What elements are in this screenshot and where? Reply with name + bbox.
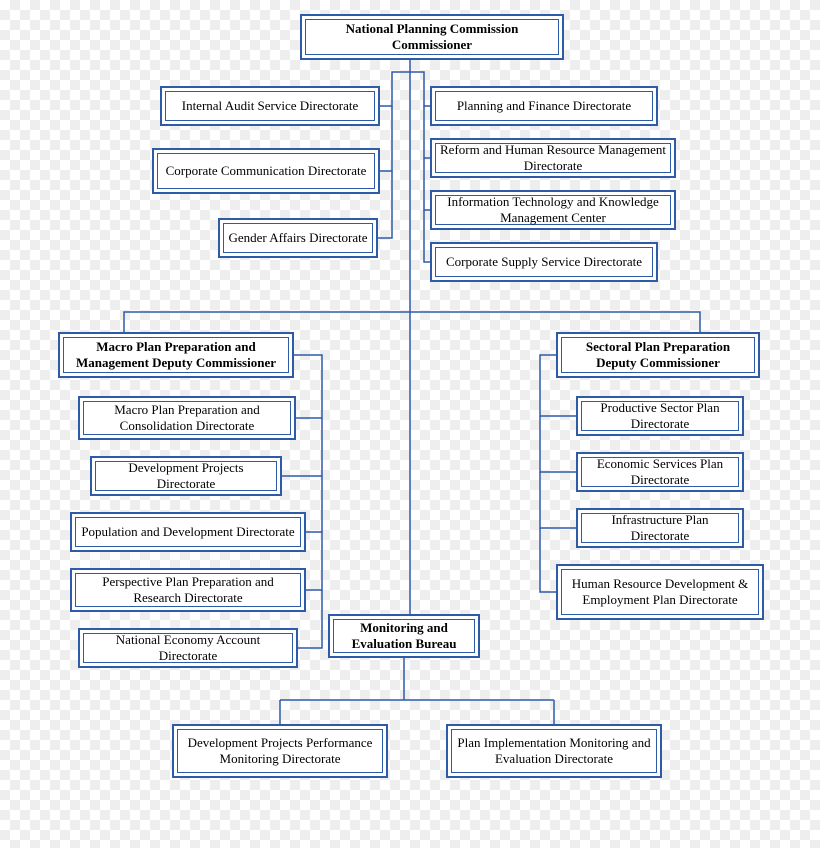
org-node-mon2: Plan Implementation Monitoring and Evalu… (446, 724, 662, 778)
connector (378, 171, 392, 238)
org-node-label: Gender Affairs Directorate (223, 223, 373, 253)
org-node-r1: Planning and Finance Directorate (430, 86, 658, 126)
org-node-label: Population and Development Directorate (75, 517, 301, 547)
org-node-mon1: Development Projects Performance Monitor… (172, 724, 388, 778)
org-node-label: Macro Plan Preparation and Consolidation… (83, 401, 291, 435)
connector (540, 472, 576, 528)
org-node-label: Economic Services Plan Directorate (581, 457, 739, 487)
org-node-m4: Perspective Plan Preparation and Researc… (70, 568, 306, 612)
org-node-mon: Monitoring and Evaluation Bureau (328, 614, 480, 658)
org-node-label: Sectoral Plan Preparation Deputy Commiss… (561, 337, 755, 373)
connector (410, 312, 700, 332)
org-node-label: Corporate Communication Directorate (157, 153, 375, 189)
org-node-label: Macro Plan Preparation and Management De… (63, 337, 289, 373)
org-node-s2: Economic Services Plan Directorate (576, 452, 744, 492)
org-node-sector: Sectoral Plan Preparation Deputy Commiss… (556, 332, 760, 378)
org-node-label: Development Projects Performance Monitor… (177, 729, 383, 773)
org-node-r2: Reform and Human Resource Management Dir… (430, 138, 676, 178)
org-node-label: Monitoring and Evaluation Bureau (333, 619, 475, 653)
org-node-l2: Corporate Communication Directorate (152, 148, 380, 194)
org-node-l3: Gender Affairs Directorate (218, 218, 378, 258)
org-node-m5: National Economy Account Directorate (78, 628, 298, 668)
org-node-m2: Development Projects Directorate (90, 456, 282, 496)
connector (306, 532, 322, 590)
connector (380, 106, 392, 171)
connector (540, 528, 556, 592)
org-node-r3: Information Technology and Knowledge Man… (430, 190, 676, 230)
org-node-label: Planning and Finance Directorate (435, 91, 653, 121)
connector (380, 72, 410, 106)
connector (294, 355, 322, 418)
connector (306, 476, 322, 532)
org-node-label: Corporate Supply Service Directorate (435, 247, 653, 277)
org-node-label: National Economy Account Directorate (83, 633, 293, 663)
org-node-label: Human Resource Development & Employment … (561, 569, 759, 615)
org-node-label: Productive Sector Plan Directorate (581, 401, 739, 431)
org-node-m1: Macro Plan Preparation and Consolidation… (78, 396, 296, 440)
org-node-label: National Planning Commission Commissione… (305, 19, 559, 55)
org-node-label: Development Projects Directorate (95, 461, 277, 491)
org-node-label: Plan Implementation Monitoring and Evalu… (451, 729, 657, 773)
org-node-s4: Human Resource Development & Employment … (556, 564, 764, 620)
org-node-m3: Population and Development Directorate (70, 512, 306, 552)
org-node-label: Information Technology and Knowledge Man… (435, 195, 671, 225)
connector (124, 312, 410, 332)
org-node-label: Reform and Human Resource Management Dir… (435, 143, 671, 173)
connector (410, 72, 430, 106)
org-node-label: Infrastructure Plan Directorate (581, 513, 739, 543)
org-node-root: National Planning Commission Commissione… (300, 14, 564, 60)
connector (540, 416, 576, 472)
org-node-s1: Productive Sector Plan Directorate (576, 396, 744, 436)
org-node-s3: Infrastructure Plan Directorate (576, 508, 744, 548)
org-node-label: Internal Audit Service Directorate (165, 91, 375, 121)
org-node-label: Perspective Plan Preparation and Researc… (75, 573, 301, 607)
org-node-l1: Internal Audit Service Directorate (160, 86, 380, 126)
org-node-macro: Macro Plan Preparation and Management De… (58, 332, 294, 378)
org-node-r4: Corporate Supply Service Directorate (430, 242, 658, 282)
